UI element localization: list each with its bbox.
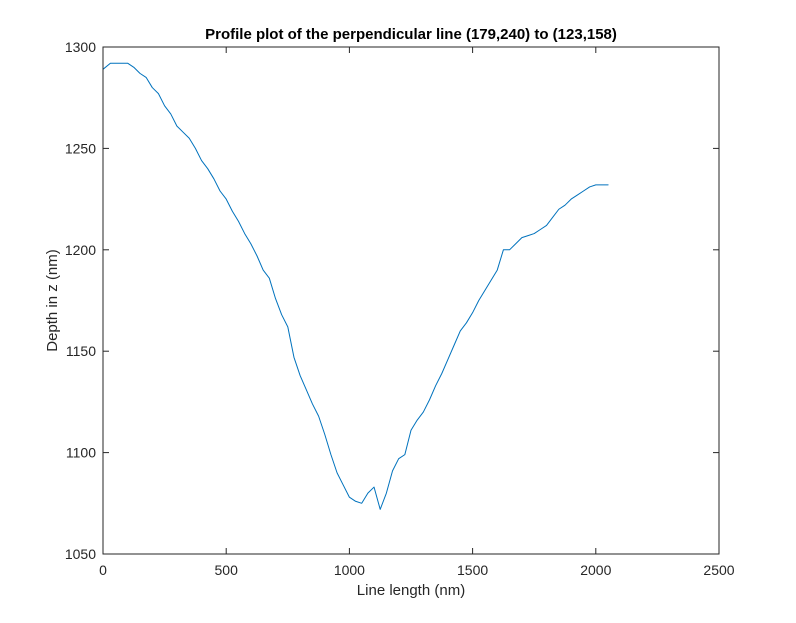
y-tick-label: 1250	[65, 140, 96, 156]
chart-title: Profile plot of the perpendicular line (…	[205, 26, 617, 43]
x-tick-label: 2500	[703, 562, 734, 578]
plot-area	[103, 47, 719, 554]
x-tick-label: 0	[99, 562, 107, 578]
x-axis-label: Line length (nm)	[357, 582, 465, 599]
tick-labels-layer: 0 500 1000 1500 2000 2500 1050 1100 1150 1200 1250…	[65, 39, 735, 578]
x-tick-label: 1500	[457, 562, 488, 578]
x-tick-label: 2000	[580, 562, 611, 578]
series-layer	[102, 62, 609, 510]
y-axis-label: Depth in z (nm)	[44, 249, 61, 352]
y-tick-label: 1150	[66, 343, 96, 359]
axes-box	[102, 46, 720, 555]
y-tick-label: 1050	[65, 546, 96, 562]
y-tick-label: 1200	[65, 242, 96, 258]
x-tick-label: 500	[215, 562, 239, 578]
x-tick-label: 1000	[334, 562, 365, 578]
y-tick-label: 1100	[66, 445, 96, 461]
profile-series-line	[102, 62, 609, 510]
y-tick-label: 1300	[65, 39, 96, 55]
